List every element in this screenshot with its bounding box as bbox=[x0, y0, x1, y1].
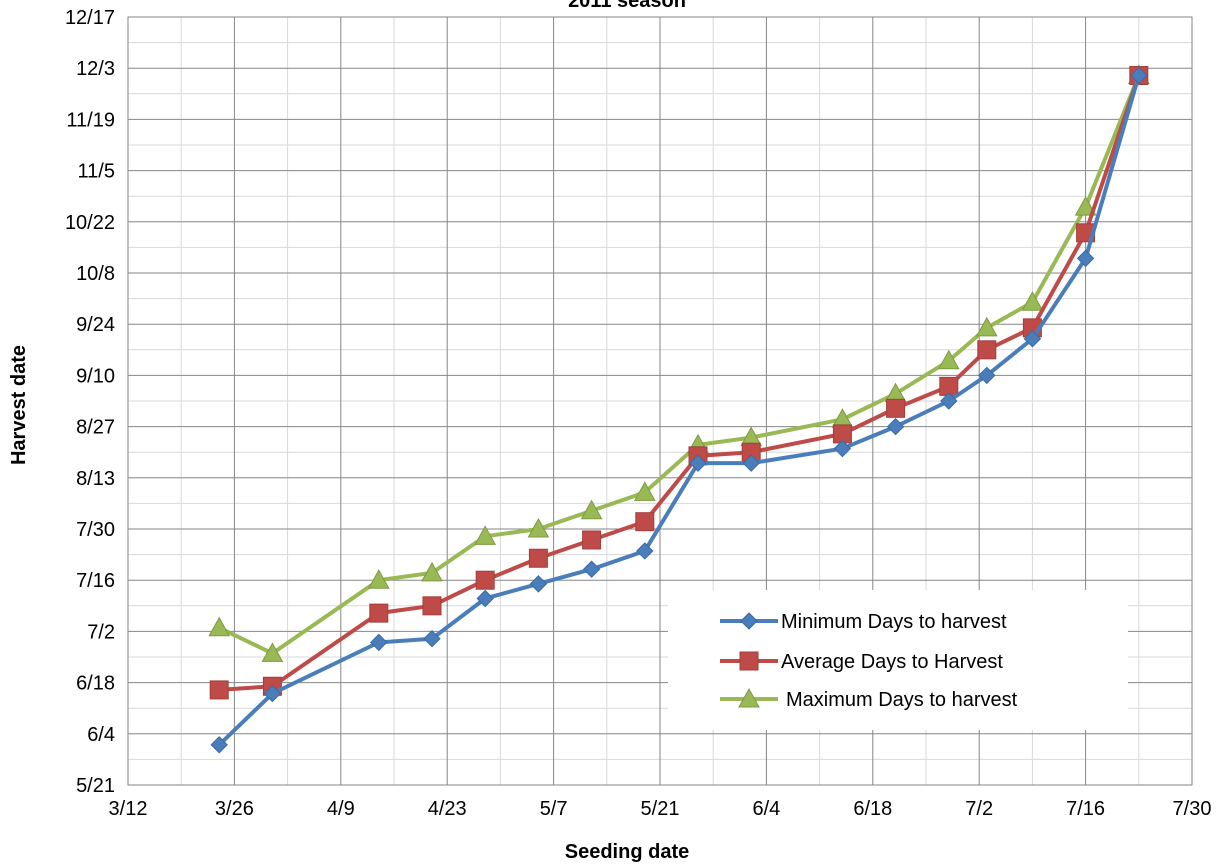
legend-label-minimum: Minimum Days to harvest bbox=[781, 611, 1007, 633]
x-tick-label: 6/4 bbox=[752, 798, 780, 820]
data-point bbox=[978, 366, 996, 385]
data-point bbox=[208, 616, 231, 637]
data-point bbox=[263, 684, 282, 703]
data-point bbox=[886, 398, 906, 418]
x-tick-label: 4/9 bbox=[327, 798, 355, 820]
data-point bbox=[977, 340, 997, 360]
y-tick-label: 7/16 bbox=[76, 570, 115, 592]
data-point bbox=[529, 575, 548, 593]
y-tick-label: 8/27 bbox=[76, 417, 115, 439]
legend-label-maximum: Maximum Days to harvest bbox=[786, 689, 1018, 711]
y-tick-label: 9/24 bbox=[76, 314, 115, 336]
x-axis-title: Seeding date bbox=[565, 841, 689, 863]
data-point bbox=[689, 454, 707, 472]
legend-label-average: Average Days to Harvest bbox=[781, 651, 1003, 673]
data-point bbox=[636, 542, 654, 560]
series-layer bbox=[208, 64, 1150, 754]
data-point bbox=[940, 392, 958, 410]
y-tick-label: 12/17 bbox=[65, 7, 115, 29]
chart-title: 2011 season bbox=[568, 0, 686, 12]
data-point bbox=[582, 560, 601, 578]
x-tick-label: 5/7 bbox=[540, 798, 568, 820]
data-point bbox=[633, 481, 656, 501]
x-tick-label: 3/12 bbox=[109, 798, 148, 820]
y-tick-label: 11/19 bbox=[66, 109, 115, 131]
data-point bbox=[370, 633, 388, 652]
y-tick-label: 10/8 bbox=[76, 263, 115, 285]
data-point bbox=[528, 548, 548, 568]
x-tick-label: 7/30 bbox=[1173, 798, 1212, 820]
plot-area-border bbox=[127, 16, 1193, 786]
x-tick-label: 7/16 bbox=[1066, 798, 1105, 820]
y-tick-label: 6/18 bbox=[76, 673, 115, 695]
data-point bbox=[475, 570, 495, 590]
y-tick-label: 7/2 bbox=[87, 621, 115, 643]
data-point bbox=[833, 439, 852, 458]
y-tick-label: 10/22 bbox=[65, 212, 115, 234]
legend-item-maximum: Maximum Days to harvest bbox=[720, 687, 1018, 711]
series-diamond bbox=[210, 66, 1148, 754]
y-tick-label: 5/21 bbox=[76, 775, 115, 797]
data-point bbox=[476, 589, 494, 608]
data-point bbox=[367, 569, 390, 589]
data-point bbox=[1130, 66, 1148, 85]
data-point bbox=[580, 499, 603, 520]
y-tick-label: 9/10 bbox=[76, 365, 115, 387]
data-point bbox=[1023, 330, 1042, 348]
legend: Minimum Days to harvest Average Days to … bbox=[668, 590, 1128, 730]
y-tick-label: 7/30 bbox=[76, 519, 115, 541]
data-point bbox=[635, 512, 655, 532]
data-point bbox=[421, 561, 443, 582]
x-tick-label: 5/21 bbox=[641, 798, 680, 820]
data-point bbox=[474, 525, 497, 545]
data-point bbox=[1076, 249, 1095, 268]
y-tick-label: 12/3 bbox=[76, 58, 115, 80]
y-axis-tick-labels: 5/21 6/4 6/18 7/2 7/16 7/30 8/13 8/27 9/10 9/24 10… bbox=[65, 7, 115, 797]
data-point bbox=[369, 603, 389, 623]
data-point bbox=[582, 530, 602, 550]
data-point bbox=[527, 517, 550, 538]
legend-marker-average bbox=[739, 651, 759, 671]
data-point bbox=[210, 736, 228, 754]
x-axis-tick-labels: 3/12 3/26 4/9 4/23 5/7 5/21 6/4 6/18 7/2 7/16 7/30 bbox=[109, 798, 1212, 820]
data-point bbox=[422, 596, 442, 616]
x-tick-label: 3/26 bbox=[215, 798, 254, 820]
data-point bbox=[423, 630, 441, 648]
x-tick-label: 4/23 bbox=[428, 798, 467, 820]
x-tick-label: 7/2 bbox=[965, 798, 993, 820]
legend-item-average: Average Days to Harvest bbox=[720, 651, 1003, 673]
data-point bbox=[209, 680, 229, 700]
data-point bbox=[1074, 196, 1097, 216]
y-tick-label: 8/13 bbox=[76, 468, 115, 490]
legend-marker-maximum bbox=[738, 687, 760, 708]
y-tick-label: 11/5 bbox=[78, 161, 115, 183]
y-axis-title: Harvest date bbox=[8, 345, 30, 465]
legend-item-minimum: Minimum Days to harvest bbox=[720, 611, 1007, 633]
data-point bbox=[886, 417, 905, 436]
data-point bbox=[261, 642, 284, 662]
data-point bbox=[937, 349, 960, 370]
y-tick-label: 6/4 bbox=[87, 724, 115, 746]
legend-marker-minimum bbox=[740, 612, 758, 630]
data-point bbox=[1021, 291, 1044, 311]
data-point bbox=[742, 454, 760, 472]
x-tick-label: 6/18 bbox=[853, 798, 892, 820]
data-point bbox=[975, 316, 998, 337]
